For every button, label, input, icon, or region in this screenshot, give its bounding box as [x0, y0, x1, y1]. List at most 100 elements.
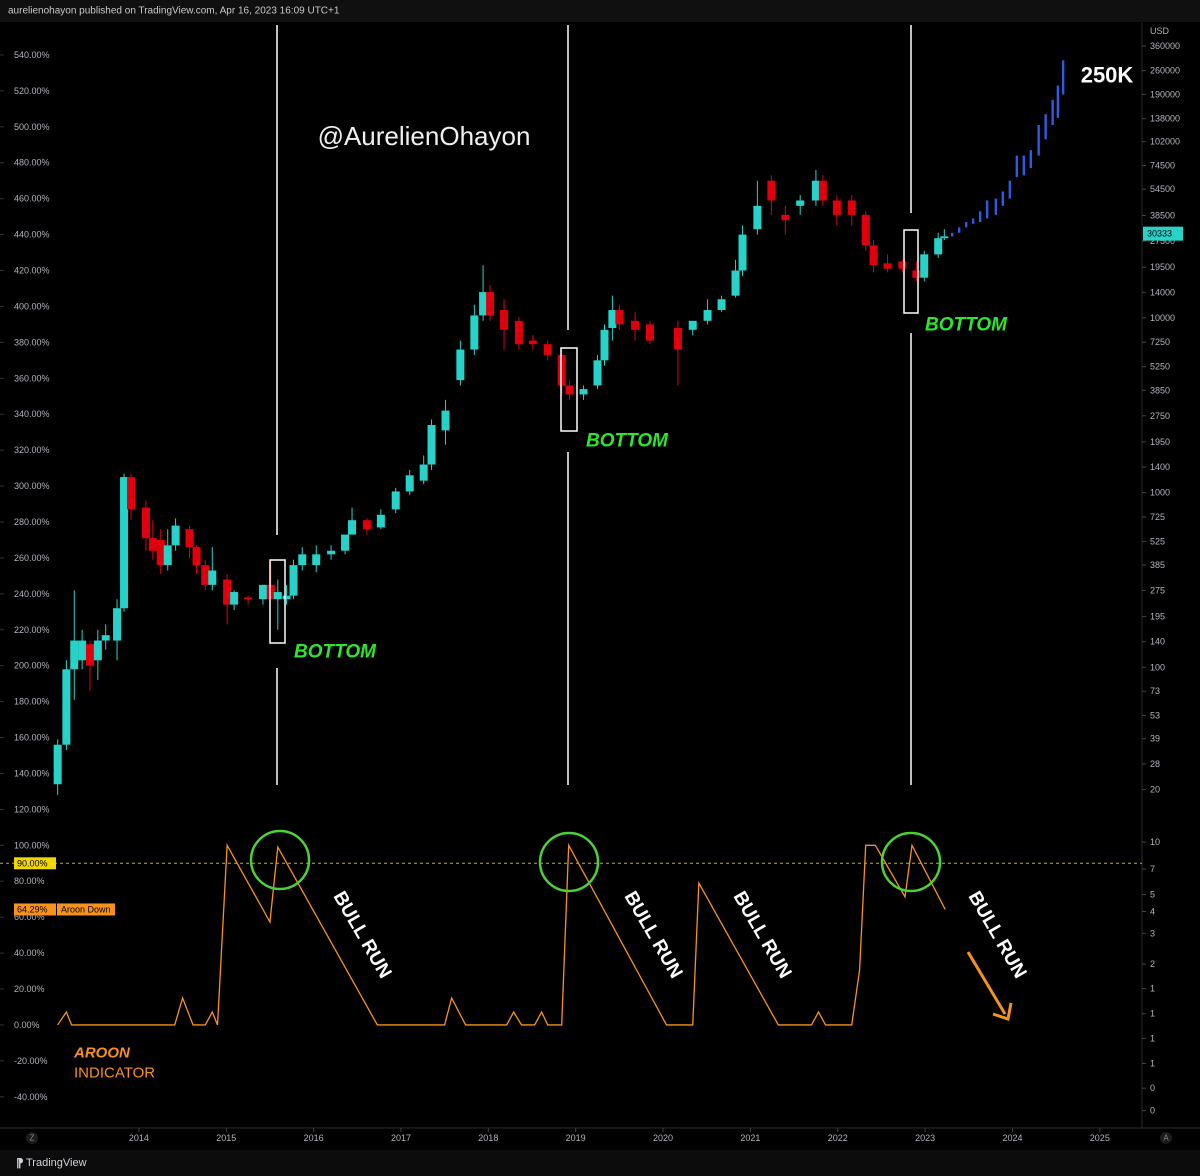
y2-tick-label: 5250 [1150, 362, 1170, 372]
y-tick-label: 420.00% [14, 266, 50, 276]
x-tick-label: 2014 [129, 1133, 149, 1143]
y-tick-label: 220.00% [14, 625, 50, 635]
candle-body [156, 539, 165, 566]
candle-body [832, 200, 841, 215]
y-tick-label: -40.00% [14, 1092, 48, 1102]
y2-tick-label: 138000 [1150, 114, 1180, 124]
projection-bar [1022, 155, 1026, 176]
x-tick-label: 2016 [304, 1133, 324, 1143]
y2-tick-label: 3 [1150, 928, 1155, 938]
projection-bar [994, 198, 998, 215]
candle-body [312, 554, 321, 566]
candle-body [861, 214, 870, 246]
y-tick-label: 480.00% [14, 158, 50, 168]
y-tick-label: 360.00% [14, 373, 50, 383]
projection-bar [1056, 85, 1060, 118]
bottom-box [269, 559, 286, 644]
y-tick-label: 20.00% [14, 984, 45, 994]
candle-body [615, 310, 624, 325]
y2-tick-label: 2 [1150, 959, 1155, 969]
candle-body [593, 360, 602, 386]
candle-body [120, 477, 129, 609]
y2-tick-label: 10000 [1150, 313, 1175, 323]
y2-tick-label: 7250 [1150, 337, 1170, 347]
candle-body [113, 608, 122, 641]
candle-body [244, 597, 253, 600]
candle-body [53, 744, 62, 785]
x-tick-label: 2023 [915, 1133, 935, 1143]
y2-tick-label: 10 [1150, 837, 1160, 847]
y-tick-label: 60.00% [14, 912, 45, 922]
y2-tick-label: 525 [1150, 536, 1165, 546]
candle-body [391, 491, 400, 510]
button[interactable] [26, 1132, 38, 1144]
candle-body [148, 538, 157, 551]
x-tick-label: 2018 [478, 1133, 498, 1143]
candle-body [427, 424, 436, 465]
candle-body [70, 640, 79, 670]
arrow [966, 951, 1007, 1015]
candle-body [78, 640, 87, 661]
candle-body [348, 520, 357, 535]
bottom-label: BOTTOM [925, 315, 1008, 336]
candle-body [441, 410, 450, 431]
y2-tick-label: 1 [1150, 984, 1155, 994]
y2-tick-label: 190000 [1150, 89, 1180, 99]
y2-tick-label: 140 [1150, 637, 1165, 647]
candle-body [703, 310, 712, 321]
projection-bar [1051, 99, 1054, 126]
y2-tick-label: 20 [1150, 784, 1160, 794]
candle-body [847, 200, 856, 215]
candle-body [327, 550, 336, 555]
y-tick-label: 320.00% [14, 445, 50, 455]
y-tick-label: 460.00% [14, 194, 50, 204]
y2-tick-label: 725 [1150, 512, 1165, 522]
candle-body [920, 254, 929, 278]
candle-body [688, 320, 697, 330]
candle-body [818, 180, 827, 201]
candle-body [62, 669, 71, 745]
y2-tick-label: 1 [1150, 1058, 1155, 1068]
projection-bar [985, 200, 989, 219]
y-tick-label: 140.00% [14, 768, 50, 778]
candle-body [869, 245, 878, 266]
button-label[interactable]: Z [30, 1134, 35, 1143]
y2-tick-label: 0 [1150, 1106, 1155, 1116]
candle-body [600, 329, 609, 361]
candle-body [85, 644, 94, 666]
x-tick-label: 2022 [828, 1133, 848, 1143]
candle-body [93, 640, 102, 661]
button[interactable] [1160, 1132, 1172, 1144]
legend-box [57, 903, 115, 916]
y2-tick-label: 5 [1150, 890, 1155, 900]
candle-body [266, 584, 275, 600]
candle-body [101, 635, 110, 641]
y2-tick-label: 385 [1150, 560, 1165, 570]
candle-body [565, 385, 574, 395]
candle-body [223, 579, 232, 605]
y2-tick-label: 4 [1150, 907, 1155, 917]
projection-bar [978, 211, 982, 223]
y-tick-label: 160.00% [14, 733, 50, 743]
bottom-label: BOTTOM [294, 642, 377, 663]
y2-tick-label: 19500 [1150, 262, 1175, 272]
candle-body [796, 200, 805, 206]
legend-label: Aroon Down [61, 904, 111, 914]
x-tick-label: 2015 [216, 1133, 236, 1143]
y-tick-label: 280.00% [14, 517, 50, 527]
candle-body [185, 529, 194, 548]
button-label[interactable]: A [1163, 1134, 1169, 1143]
candle-body [645, 324, 654, 341]
candle-body [362, 520, 371, 530]
aroon-badge-label: 64.29% [17, 904, 48, 914]
candle-body [470, 315, 479, 350]
y2-tick-label: 3850 [1150, 385, 1170, 395]
y2-tick-label: 28 [1150, 759, 1160, 769]
y2-tick-label: 275 [1150, 586, 1165, 596]
y2-tick-label: 14000 [1150, 287, 1175, 297]
candle-body [934, 238, 943, 255]
y2-tick-label: 53 [1150, 710, 1160, 720]
candle-body [781, 214, 790, 221]
candle-body [171, 525, 180, 546]
